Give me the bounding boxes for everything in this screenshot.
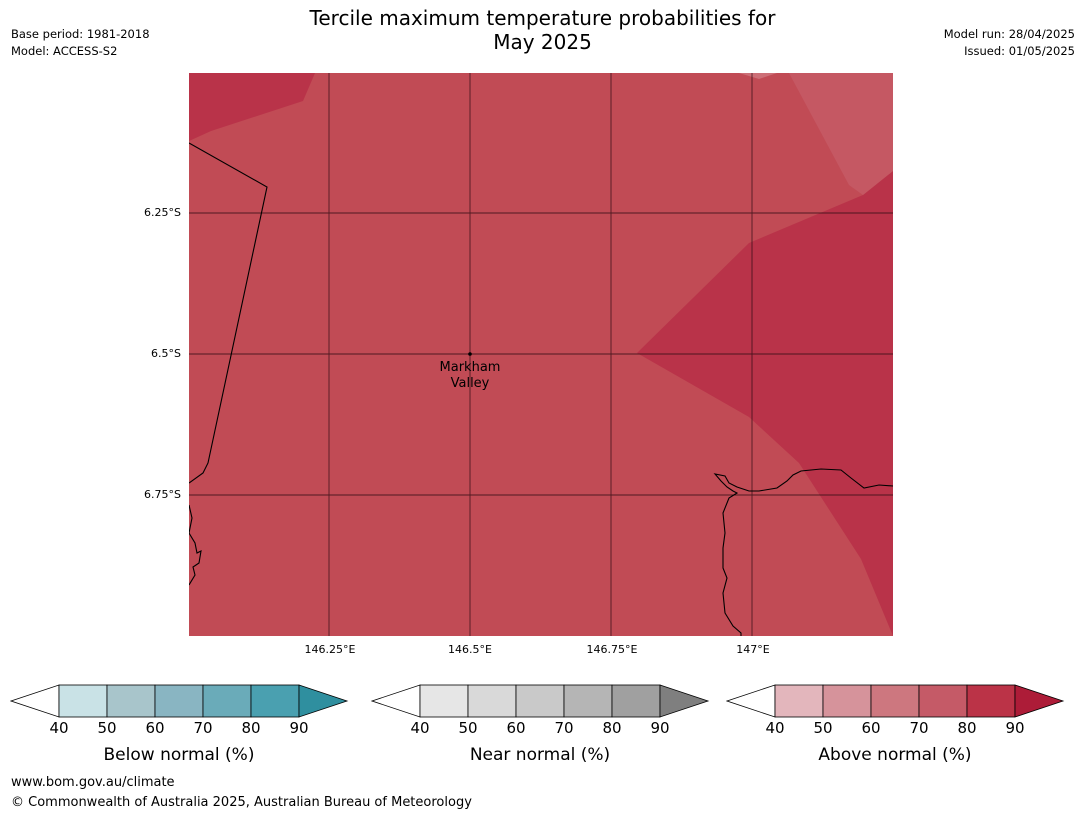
colorbar-near-tick: 80 xyxy=(602,719,622,737)
place-label-line2: Valley xyxy=(450,376,490,391)
title-line-1: Tercile maximum temperature probabilitie… xyxy=(309,6,776,30)
colorbar-below-tick: 50 xyxy=(97,719,117,737)
colorbar-below-tick: 60 xyxy=(145,719,165,737)
colorbar-above-bin-80-90 xyxy=(966,684,1016,718)
meta-left: Base period: 1981-2018 Model: ACCESS-S2 xyxy=(11,26,150,60)
colorbar-above-bin-70-80 xyxy=(918,684,968,718)
colorbar-below-tick: 80 xyxy=(241,719,261,737)
colorbar-below-bin-80-90 xyxy=(250,684,300,718)
boundaries xyxy=(189,142,893,636)
lon-label-146-75: 146.75°E xyxy=(586,643,638,656)
colorbar-near-tick: 50 xyxy=(458,719,478,737)
colorbar-below-tick: 90 xyxy=(289,719,309,737)
chart-title: Tercile maximum temperature probabilitie… xyxy=(0,6,1085,54)
map-fill-above-60-70-corner xyxy=(739,73,777,79)
colorbar-above-bin-40-50 xyxy=(774,684,824,718)
colorbar-above-upper-arrow xyxy=(1014,684,1065,718)
colorbar-near-bin-40-50 xyxy=(419,684,469,718)
colorbar-above-tick: 90 xyxy=(1005,719,1025,737)
base-period: Base period: 1981-2018 xyxy=(11,27,150,41)
footer-url[interactable]: www.bom.gov.au/climate xyxy=(11,775,175,790)
colorbar-below-bin-40-50 xyxy=(58,684,108,718)
colorbar-near-bin-80-90 xyxy=(611,684,661,718)
colorbar-below-upper-arrow xyxy=(298,684,349,718)
graticule xyxy=(189,73,893,636)
colorbar-below-label: Below normal (%) xyxy=(103,745,255,765)
colorbar-below xyxy=(10,684,349,718)
lat-label-6-75: 6.75°S xyxy=(144,488,181,501)
map-fill-above-80-90-nw xyxy=(189,73,315,141)
place-label-line1: Markham xyxy=(439,360,501,375)
colorbar-above-bin-50-60 xyxy=(822,684,872,718)
colorbar-near-bin-70-80 xyxy=(563,684,613,718)
colorbar-above-tick: 60 xyxy=(861,719,881,737)
colorbar-near-tick: 60 xyxy=(506,719,526,737)
colorbar-near-tick: 90 xyxy=(650,719,670,737)
colorbar-below-lower-arrow xyxy=(10,684,60,718)
colorbar-below-tick: 40 xyxy=(49,719,69,737)
coastline-west xyxy=(189,504,202,586)
title-line-2: May 2025 xyxy=(493,30,592,54)
colorbar-below-tick: 70 xyxy=(193,719,213,737)
lon-label-146-5: 146.5°E xyxy=(448,643,492,656)
colorbar-above-tick: 40 xyxy=(765,719,785,737)
lon-label-146-25: 146.25°E xyxy=(304,643,356,656)
colorbar-near xyxy=(371,684,710,718)
colorbar-above-tick: 50 xyxy=(813,719,833,737)
colorbar-above-tick: 80 xyxy=(957,719,977,737)
colorbar-below-bin-60-70 xyxy=(154,684,204,718)
map-fill-above-80-90-east xyxy=(637,171,893,636)
markham-valley-marker xyxy=(468,352,472,356)
coastline-east xyxy=(713,468,893,636)
issued-date: Issued: 01/05/2025 xyxy=(964,44,1075,58)
colorbar-above-label: Above normal (%) xyxy=(818,745,972,765)
footer-copyright: © Commonwealth of Australia 2025, Austra… xyxy=(11,795,472,810)
model-name: Model: ACCESS-S2 xyxy=(11,44,118,58)
colorbar-near-lower-arrow xyxy=(371,684,421,718)
lat-label-6-5: 6.5°S xyxy=(151,347,181,360)
colorbar-above xyxy=(726,684,1065,718)
colorbar-below-bin-70-80 xyxy=(202,684,252,718)
colorbar-above-lower-arrow xyxy=(726,684,776,718)
colorbar-above-tick: 70 xyxy=(909,719,929,737)
province-boundary xyxy=(189,142,268,484)
colorbar-near-tick: 40 xyxy=(410,719,430,737)
map-fill-above-60-70-ne xyxy=(789,73,893,195)
colorbar-above-bin-60-70 xyxy=(870,684,920,718)
model-run: Model run: 28/04/2025 xyxy=(943,27,1075,41)
colorbar-near-bin-50-60 xyxy=(467,684,517,718)
colorbar-below-bin-50-60 xyxy=(106,684,156,718)
place-label: Markham Valley xyxy=(440,360,501,392)
colorbar-near-upper-arrow xyxy=(659,684,710,718)
lat-label-6-25: 6.25°S xyxy=(144,206,181,219)
lon-label-147: 147°E xyxy=(736,643,770,656)
colorbar-near-label: Near normal (%) xyxy=(469,745,611,765)
colorbar-near-bin-60-70 xyxy=(515,684,565,718)
map-panel xyxy=(189,73,893,636)
meta-right: Model run: 28/04/2025 Issued: 01/05/2025 xyxy=(944,26,1075,60)
colorbar-near-tick: 70 xyxy=(554,719,574,737)
